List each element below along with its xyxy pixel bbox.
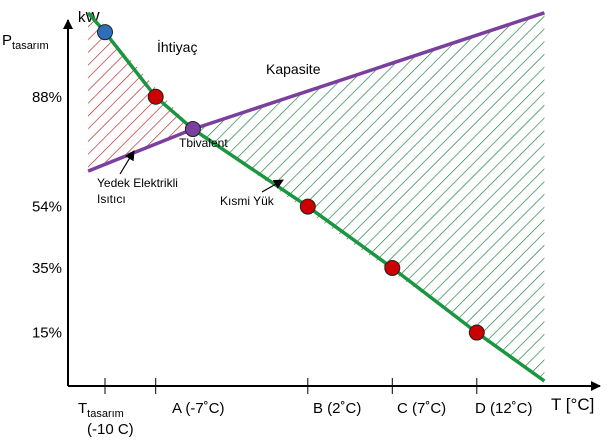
x-tick-label-a: A (-7˚C) <box>172 400 225 417</box>
x-tick-label-b: B (2˚C) <box>313 400 361 417</box>
y-design-sub: tasarım <box>12 40 49 52</box>
partial-load-region <box>192 12 545 382</box>
marker-3 <box>299 198 316 215</box>
bivalent-label: Tbivalent <box>179 136 228 150</box>
y-design-label: Ptasarım <box>2 32 49 52</box>
x-design-sub: tasarım <box>87 408 124 420</box>
demand-label: İhtiyaç <box>157 38 197 55</box>
backup-heater-region <box>88 12 193 172</box>
y-tick-label-3: 15% <box>32 325 62 342</box>
marker-0 <box>97 24 113 41</box>
x-tick-label-c: C (7˚C) <box>397 400 446 417</box>
y-tick-label-0: 88% <box>32 89 62 106</box>
marker-2 <box>184 121 201 138</box>
x-design-main: T <box>78 400 87 417</box>
x-tick-marks <box>104 378 478 394</box>
capacity-label: Kapasite <box>266 61 321 77</box>
partial-load-arrow <box>261 179 284 193</box>
data-markers <box>97 24 485 341</box>
marker-1 <box>147 88 164 105</box>
backup-heater-label-2: Isıtıcı <box>97 192 126 206</box>
partial-load-label: Kısmi Yük <box>220 194 275 208</box>
demand-line <box>86 11 546 383</box>
x-tick-label-design-line2: (-10 C) <box>87 421 134 438</box>
y-tick-labels: 88% 54% 35% 15% <box>32 89 62 342</box>
y-tick-label-1: 54% <box>32 199 62 216</box>
x-axis-label: T [°C] <box>551 395 594 414</box>
x-tick-label-d: D (12˚C) <box>475 400 533 417</box>
backup-heater-label-1: Yedek Elektrikli <box>97 176 178 190</box>
marker-4 <box>384 259 401 276</box>
marker-5 <box>468 324 485 341</box>
y-design-main: P <box>2 32 12 49</box>
x-tick-label-design: Ttasarım <box>78 400 124 420</box>
backup-heater-arrow <box>119 150 135 175</box>
y-tick-label-2: 35% <box>32 260 62 277</box>
